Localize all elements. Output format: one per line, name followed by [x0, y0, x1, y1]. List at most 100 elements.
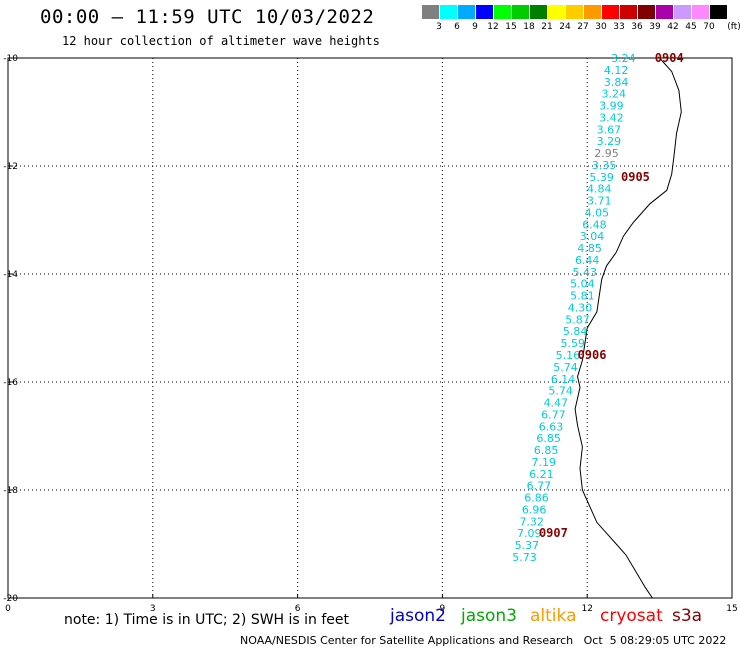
lat-tick-label: -16 — [3, 378, 18, 388]
lon-tick-label: 0 — [5, 604, 11, 614]
wave-height-value: 6.44 — [575, 254, 600, 267]
color-scale-label: 12 — [487, 22, 499, 32]
color-scale-label: 33 — [613, 22, 625, 32]
wave-height-value: 3.84 — [604, 76, 629, 89]
color-scale-swatch — [476, 5, 493, 19]
color-scale-swatch — [530, 5, 547, 19]
pass-time-label: 0905 — [621, 170, 650, 184]
wave-height-value: 4.05 — [585, 206, 610, 219]
wave-height-value: 3.29 — [597, 135, 622, 148]
color-scale-label: 36 — [631, 22, 643, 32]
wave-height-value: 3.42 — [599, 111, 624, 124]
wave-height-value: 6.77 — [527, 480, 552, 493]
color-scale-label: 45 — [685, 22, 697, 32]
wave-height-value: 6.85 — [536, 432, 561, 445]
satellite-legend-jason2: jason2 — [390, 606, 446, 626]
color-scale-label: 15 — [505, 22, 517, 32]
wave-height-value: 5.16 — [556, 349, 581, 362]
credit-line: NOAA/NESDIS Center for Satellite Applica… — [240, 634, 727, 647]
color-scale-label: 6 — [454, 22, 460, 32]
color-scale-swatch — [548, 5, 565, 19]
wave-height-value: 5.74 — [553, 361, 578, 374]
wave-height-value: 5.81 — [570, 290, 595, 303]
color-scale-label: 27 — [577, 22, 589, 32]
wave-height-value: 6.96 — [522, 503, 547, 516]
wave-height-value: 6.77 — [541, 408, 566, 421]
wave-height-value: 5.84 — [563, 325, 588, 338]
wave-height-value: 5.59 — [560, 337, 585, 350]
wave-height-value: 5.43 — [573, 266, 598, 279]
lat-tick-label: -18 — [3, 486, 18, 496]
wave-height-value: 4.47 — [544, 397, 569, 410]
color-scale-swatch — [512, 5, 529, 19]
wave-height-value: 5.39 — [589, 171, 614, 184]
map-subtitle: 12 hour collection of altimeter wave hei… — [62, 34, 380, 48]
satellite-legend-s3a: s3a — [672, 606, 703, 626]
wave-height-value: 4.84 — [587, 183, 612, 196]
color-scale-label: 42 — [667, 22, 679, 32]
wave-height-color-scale — [422, 5, 728, 19]
lat-tick-label: -20 — [3, 594, 18, 604]
color-scale-swatch — [710, 5, 727, 19]
lon-tick-label: 3 — [150, 604, 156, 614]
lat-tick-label: -14 — [3, 270, 18, 280]
wave-height-value: 3.67 — [597, 123, 622, 136]
wave-height-value: 7.09 — [517, 527, 542, 540]
wave-height-value: 3.04 — [580, 230, 605, 243]
satellite-legend-altika: altika — [530, 606, 577, 626]
wave-height-value: 6.85 — [534, 444, 559, 457]
coastline — [574, 57, 682, 599]
wave-height-value: 6.86 — [524, 492, 549, 505]
color-scale-swatch — [674, 5, 691, 19]
footer-note: note: 1) Time is in UTC; 2) SWH is in fe… — [64, 612, 350, 628]
map-title: 00:00 – 11:59 UTC 10/03/2022 — [40, 6, 375, 28]
pass-time-label: 0907 — [539, 526, 568, 540]
wave-height-value: 3.35 — [592, 159, 617, 172]
wave-height-value: 5.37 — [515, 539, 540, 552]
color-scale-unit: (ft) — [727, 22, 740, 32]
color-scale-label: 30 — [595, 22, 607, 32]
map-frame — [7, 57, 733, 599]
wave-height-value: 4.30 — [568, 301, 593, 314]
color-scale-swatch — [566, 5, 583, 19]
pass-time-label: 0906 — [578, 348, 607, 362]
wave-height-value: 4.85 — [577, 242, 602, 255]
wave-height-value: 3.24 — [611, 52, 636, 65]
wave-height-value: 6.48 — [582, 218, 607, 231]
wave-height-value: 6.14 — [551, 373, 576, 386]
color-scale-swatch — [656, 5, 673, 19]
color-scale-label: 18 — [523, 22, 535, 32]
color-scale-swatch — [584, 5, 601, 19]
lon-tick-label: 6 — [295, 604, 301, 614]
wave-height-value: 5.74 — [548, 385, 573, 398]
color-scale-label: 21 — [541, 22, 553, 32]
lat-tick-label: -12 — [3, 162, 18, 172]
wave-height-value: 5.04 — [570, 278, 595, 291]
wave-height-value: 7.19 — [532, 456, 557, 469]
color-scale-swatch — [638, 5, 655, 19]
color-scale-swatch — [620, 5, 637, 19]
wave-height-value: 3.24 — [601, 88, 626, 101]
lon-tick-label: 12 — [581, 604, 592, 614]
color-scale-label: 24 — [559, 22, 571, 32]
color-scale-label: 70 — [703, 22, 715, 32]
color-scale-swatch — [692, 5, 709, 19]
wave-height-value: 3.71 — [587, 195, 612, 208]
lon-tick-label: 9 — [440, 604, 446, 614]
wave-height-value: 2.95 — [594, 147, 619, 160]
color-scale-swatch — [602, 5, 619, 19]
wave-height-value: 4.12 — [604, 64, 629, 77]
satellite-legend-jason3: jason3 — [461, 606, 517, 626]
color-scale-label: 39 — [649, 22, 661, 32]
satellite-legend-cryosat: cryosat — [600, 606, 663, 626]
color-scale-label: 9 — [472, 22, 478, 32]
color-scale-swatch — [440, 5, 457, 19]
wave-height-value: 6.63 — [539, 420, 564, 433]
wave-height-value: 5.73 — [512, 551, 537, 564]
color-scale-swatch — [458, 5, 475, 19]
wave-height-value: 7.32 — [519, 515, 544, 528]
lon-tick-label: 15 — [726, 604, 737, 614]
color-scale-swatch — [494, 5, 511, 19]
wave-height-value: 3.99 — [599, 100, 624, 113]
